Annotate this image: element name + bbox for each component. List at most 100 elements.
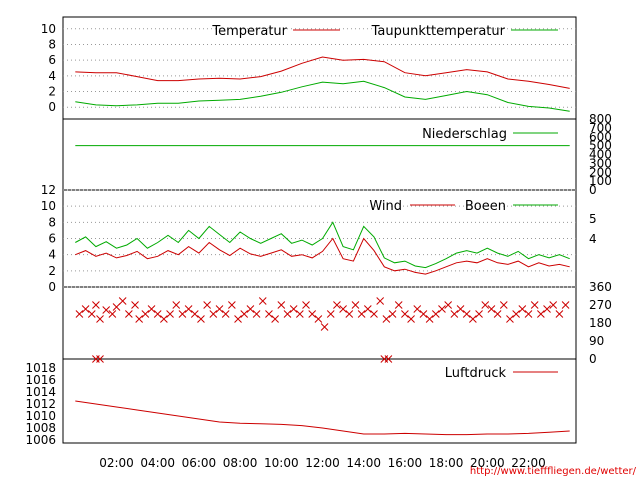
wind-direction-point — [469, 315, 477, 323]
wind-direction-point — [112, 303, 121, 311]
source-url[interactable]: http://www.tiefffliegen.de/wetter/ — [470, 466, 637, 477]
wind-direction-point — [160, 315, 168, 323]
wind-direction-point — [228, 301, 236, 309]
wind-y-tick-label: 0 — [48, 280, 56, 294]
wind-direction-point — [203, 301, 211, 309]
wind-direction-point — [407, 315, 415, 323]
temperature-y-tick-label: 8 — [48, 37, 56, 51]
wind-direction-point — [351, 301, 360, 309]
wind-direction-point — [487, 305, 496, 313]
wind-direction-point — [96, 315, 104, 323]
wind-direction-point — [289, 305, 298, 313]
axis-layer: 0246810010020030040050060070080002468101… — [25, 22, 611, 470]
wind-direction-point — [333, 301, 341, 309]
wind-y-tick-label: 2 — [48, 264, 56, 278]
wind-y-tick-label: 8 — [48, 215, 56, 229]
wind-direction-point — [530, 301, 539, 309]
wind-direction-point — [166, 310, 174, 318]
wind-direction-point — [456, 305, 465, 313]
x-tick-label: 10:00 — [264, 456, 299, 470]
wind-direction-point — [382, 315, 391, 323]
wind-direction-point — [401, 310, 409, 318]
wind-direction-point — [493, 310, 502, 318]
wind-legend-label: Boeen — [465, 199, 506, 214]
temperature-y-tick-label: 6 — [48, 53, 56, 67]
wind-direction-point — [481, 301, 490, 309]
pressure-y-tick-label: 1008 — [25, 421, 56, 435]
x-tick-label: 16:00 — [388, 456, 423, 470]
wind-direction-point — [153, 310, 162, 318]
wind-direction-point — [388, 310, 397, 318]
wind-direction-point — [384, 355, 393, 363]
wind-direction-point — [357, 310, 366, 318]
precipitation-y2-tick-label: 100 — [589, 174, 612, 188]
temperature-y-tick-label: 4 — [48, 69, 56, 83]
wind-y2-tick-label: 4 — [589, 232, 597, 246]
x-tick-label: 22:00 — [511, 456, 546, 470]
wind-direction-point — [258, 297, 267, 305]
wind-direction-point — [209, 310, 218, 318]
wind-direction-point — [87, 310, 96, 318]
wind-y-tick-label: 12 — [41, 183, 56, 197]
wind-direction-point — [271, 315, 279, 323]
wind-direction-point — [314, 315, 323, 323]
wind-direction-point — [135, 315, 144, 323]
wind-direction-point — [475, 310, 483, 318]
precipitation-y2-tick-label: 500 — [589, 139, 612, 153]
wind-series-line-2 — [75, 221, 570, 269]
wind-direction-point — [462, 310, 471, 318]
wind-direction-point — [141, 310, 150, 318]
wind-direction-point — [555, 310, 564, 318]
wind-direction-y2-tick-label: 90 — [589, 334, 604, 348]
x-tick-label: 06:00 — [182, 456, 217, 470]
precipitation-legend-label: Niederschlag — [422, 127, 507, 142]
wind-direction-point — [277, 301, 286, 309]
wind-direction-point — [339, 305, 347, 313]
wind-direction-y2-tick-label: 270 — [589, 298, 612, 312]
wind-direction-point — [561, 301, 570, 309]
temperature-legend-label: Taupunkttemperatur — [371, 24, 506, 39]
precipitation-y2-tick-label: 600 — [589, 130, 612, 144]
wind-direction-point — [425, 315, 434, 323]
precipitation-y2-tick-label: 800 — [589, 112, 612, 126]
precipitation-y2-tick-label: 700 — [589, 121, 612, 135]
wind-direction-point — [125, 310, 133, 318]
wind-direction-point — [419, 310, 428, 318]
wind-series-line-1 — [75, 237, 570, 275]
wind-direction-point — [92, 301, 100, 309]
wind-direction-point — [221, 310, 230, 318]
pressure-y-tick-label: 1010 — [25, 409, 56, 423]
pressure-y-tick-label: 1016 — [25, 373, 56, 387]
x-tick-label: 18:00 — [429, 456, 464, 470]
x-tick-label: 04:00 — [140, 456, 175, 470]
wind-direction-point — [197, 315, 205, 323]
wind-y-tick-label: 10 — [41, 199, 56, 213]
pressure-legend-label: Luftdruck — [445, 366, 507, 381]
wind-direction-point — [413, 305, 422, 313]
wind-direction-point — [246, 305, 255, 313]
temperature-series-line-1 — [75, 56, 570, 89]
pressure-series-line-1 — [75, 400, 570, 436]
wind-direction-point — [438, 305, 446, 313]
precipitation-y2-tick-label: 400 — [589, 148, 612, 162]
temperature-y-tick-label: 0 — [48, 100, 56, 114]
wind-direction-point — [295, 310, 304, 318]
wind-direction-point — [537, 310, 545, 318]
wind-direction-point — [302, 301, 310, 309]
precipitation-y2-tick-label: 0 — [589, 183, 597, 197]
pressure-y-tick-label: 1014 — [25, 385, 56, 399]
wind-direction-point — [234, 315, 242, 323]
wind-direction-point — [190, 310, 199, 318]
x-tick-label: 14:00 — [346, 456, 381, 470]
temperature-y-tick-label: 2 — [48, 85, 56, 99]
wind-direction-point — [215, 305, 224, 313]
wind-direction-point — [75, 310, 84, 318]
series-layer — [75, 56, 570, 436]
wind-direction-y2-tick-label: 0 — [589, 352, 597, 366]
wind-direction-point — [345, 310, 354, 318]
wind-direction-point — [506, 315, 514, 323]
x-tick-label: 02:00 — [99, 456, 134, 470]
wind-direction-point — [147, 305, 156, 313]
wind-direction-point — [524, 310, 533, 318]
temperature-series-line-2 — [75, 80, 570, 112]
